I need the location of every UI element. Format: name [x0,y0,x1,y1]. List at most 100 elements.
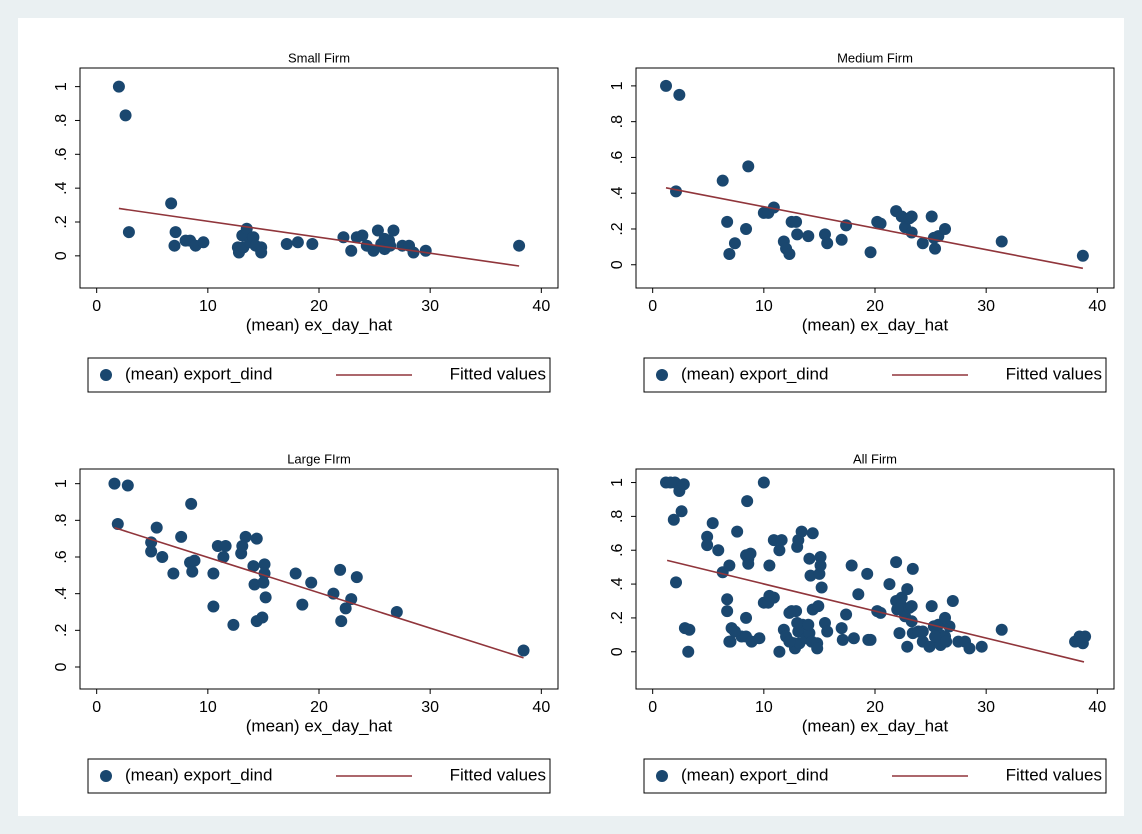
scatter-point [367,244,380,257]
scatter-point [345,244,358,257]
scatter-point [186,565,199,578]
x-tick-label: 10 [755,699,773,716]
scatter-point [740,222,753,235]
scatter-point [356,229,369,242]
x-tick-label: 40 [532,699,550,716]
scatter-point [835,233,848,246]
panel: Large FIrm 0 10 20 30 40 0 .2 .4 .6 .8 1 (mean) ex_d… [53,451,559,794]
x-axis-title: (mean) ex_day_hat [802,315,949,334]
y-tick-label: .2 [53,624,70,637]
scatter-point [721,593,734,606]
scatter-point [775,534,788,547]
scatter-point [682,645,695,658]
scatter-point [744,547,757,560]
scatter-point [905,615,918,628]
scatter-point [723,559,736,572]
scatter-point [112,80,125,93]
y-tick-label: .2 [609,611,626,624]
scatter-point [815,581,828,594]
scatter-point [407,246,420,259]
scatter-point [864,633,877,646]
scatter-point [236,540,249,552]
scatter-point [802,618,815,631]
scatter-point [219,540,232,552]
plot-region [635,468,1115,690]
scatter-point [740,611,753,624]
scatter-point [852,588,865,601]
scatter-point [742,557,755,570]
scatter-point [901,583,914,596]
scatter-point [790,215,803,228]
scatter-point [670,185,683,198]
panel-title: Medium Firm [837,50,913,65]
panel-title: Large FIrm [287,451,351,466]
scatter-point [835,622,848,635]
scatter-point [847,632,860,645]
x-axis-title: (mean) ex_day_hat [802,716,949,735]
scatter-point [864,246,877,259]
scatter-point [923,640,936,653]
scatter-point [741,495,754,508]
legend-box [643,758,1107,794]
scatter-point [296,598,309,611]
legend-key [656,369,668,381]
scatter-point [701,530,714,543]
scatter-point [916,237,929,250]
y-tick-label: .4 [53,587,70,600]
x-tick-label: 20 [866,699,884,716]
scatter-point [334,563,347,576]
scatter-point [723,635,736,648]
scatter-point [836,633,849,646]
scatter-point [291,236,304,249]
scatter-point [1079,630,1092,643]
scatter-point [660,79,673,92]
scatter-point [119,109,132,122]
scatter-point [742,160,755,173]
scatter-point [753,632,766,645]
scatter-point [156,551,169,563]
scatter-point [773,645,786,658]
scatter-point [248,578,261,591]
scatter-point [811,642,824,655]
panel-title: Small Firm [288,50,350,65]
y-tick-label: .6 [609,151,626,164]
scatter-point [108,477,121,490]
scatter-point [258,558,271,571]
scatter-point [289,567,302,580]
legend-label: Fitted values [450,765,546,784]
scatter-point [675,505,688,518]
y-tick-label: 1 [609,478,626,487]
scatter-point [721,215,734,228]
scatter-point [239,530,252,543]
x-tick-label: 30 [421,298,439,315]
scatter-point [197,236,210,249]
y-tick-label: .6 [53,148,70,161]
legend-label: Fitted values [1006,364,1102,383]
scatter-point [840,608,853,621]
scatter-point [731,525,744,538]
x-tick-label: 40 [1088,699,1106,716]
scatter-point [802,230,815,243]
scatter-point [728,237,741,250]
x-tick-label: 20 [310,298,328,315]
y-tick-label: 1 [53,479,70,488]
x-tick-label: 10 [199,699,217,716]
x-tick-label: 10 [199,298,217,315]
legend-box [87,758,551,794]
fitted-line [114,526,524,659]
scatter-point [306,238,319,250]
x-tick-label: 40 [532,298,550,315]
scatter-point [673,88,686,101]
scatter-point [893,627,906,640]
scatter-point [188,554,201,567]
scatter-point [905,600,918,613]
y-tick-label: .8 [53,114,70,127]
scatter-point [963,642,976,655]
scatter-point [925,210,938,223]
scatter-point [371,224,384,237]
scatter-point [791,617,804,629]
fitted-line [118,207,520,267]
legend-label: (mean) export_dind [681,364,828,383]
scatter-point [783,606,796,619]
scatter-point [339,602,352,615]
